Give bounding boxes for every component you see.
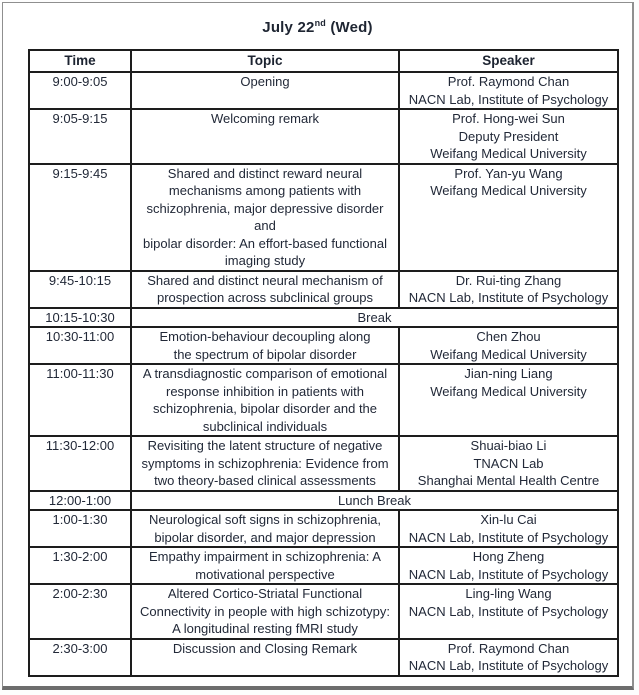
time-cell: 1:30-2:00	[28, 546, 132, 585]
topic-cell: Empathy impairment in schizophrenia: A m…	[130, 546, 400, 585]
speaker-cell: Ling-ling Wang NACN Lab, Institute of Ps…	[398, 583, 619, 640]
table-row: 1:00-1:30 Neurological soft signs in sch…	[28, 509, 619, 548]
topic-cell: Neurological soft signs in schizophrenia…	[130, 509, 400, 548]
time-cell: 11:30-12:00	[28, 435, 132, 492]
time-cell: 9:15-9:45	[28, 162, 132, 272]
schedule-table: Time Topic Speaker 9:00-9:05 Opening Pro…	[28, 49, 619, 677]
speaker-cell: Hong Zheng NACN Lab, Institute of Psycho…	[398, 546, 619, 585]
time-cell: 11:00-11:30	[28, 363, 132, 437]
table-row: 11:00-11:30 A transdiagnostic comparison…	[28, 363, 619, 437]
break-cell: Break	[130, 306, 619, 328]
break-row: 12:00-1:00 Lunch Break	[28, 489, 619, 511]
topic-cell: Shared and distinct neural mechanism of …	[130, 269, 400, 309]
time-cell: 9:45-10:15	[28, 269, 132, 309]
table-row: 9:45-10:15 Shared and distinct neural me…	[28, 269, 619, 309]
table-row: 1:30-2:00 Empathy impairment in schizoph…	[28, 546, 619, 585]
topic-cell: Shared and distinct reward neural mechan…	[130, 162, 400, 272]
time-cell: 12:00-1:00	[28, 489, 132, 511]
header-speaker: Speaker	[398, 49, 619, 73]
time-cell: 1:00-1:30	[28, 509, 132, 548]
time-cell: 10:15-10:30	[28, 306, 132, 328]
topic-cell: Opening	[130, 71, 400, 110]
table-row: 2:00-2:30 Altered Cortico-Striatal Funct…	[28, 583, 619, 640]
topic-cell: Altered Cortico-Striatal Functional Conn…	[130, 583, 400, 640]
topic-cell: A transdiagnostic comparison of emotiona…	[130, 363, 400, 437]
speaker-cell: Prof. Yan-yu Wang Weifang Medical Univer…	[398, 162, 619, 272]
title-ordinal-superscript: nd	[314, 18, 326, 28]
time-cell: 2:30-3:00	[28, 637, 132, 677]
header-topic: Topic	[130, 49, 400, 73]
speaker-cell: Dr. Rui-ting Zhang NACN Lab, Institute o…	[398, 269, 619, 309]
table-row: 11:30-12:00 Revisiting the latent struct…	[28, 435, 619, 492]
table-row: 9:15-9:45 Shared and distinct reward neu…	[28, 162, 619, 272]
speaker-cell: Prof. Raymond Chan NACN Lab, Institute o…	[398, 637, 619, 677]
header-time: Time	[28, 49, 132, 73]
topic-cell: Revisiting the latent structure of negat…	[130, 435, 400, 492]
speaker-cell: Xin-lu Cai NACN Lab, Institute of Psycho…	[398, 509, 619, 548]
table-row: 2:30-3:00 Discussion and Closing Remark …	[28, 637, 619, 677]
table-row: 10:30-11:00 Emotion-behaviour decoupling…	[28, 326, 619, 365]
time-cell: 9:05-9:15	[28, 108, 132, 165]
speaker-cell: Prof. Raymond Chan NACN Lab, Institute o…	[398, 71, 619, 110]
time-cell: 10:30-11:00	[28, 326, 132, 365]
header-row: Time Topic Speaker	[28, 49, 619, 73]
title-date: July 22	[262, 19, 315, 36]
speaker-cell: Shuai-biao Li TNACN Lab Shanghai Mental …	[398, 435, 619, 492]
speaker-cell: Chen Zhou Weifang Medical University	[398, 326, 619, 365]
table-row: 9:05-9:15 Welcoming remark Prof. Hong-we…	[28, 108, 619, 165]
break-cell: Lunch Break	[130, 489, 619, 511]
topic-cell: Welcoming remark	[130, 108, 400, 165]
topic-cell: Emotion-behaviour decoupling along the s…	[130, 326, 400, 365]
speaker-cell: Jian-ning Liang Weifang Medical Universi…	[398, 363, 619, 437]
page-title: July 22nd (Wed)	[3, 18, 632, 37]
table-row: 9:00-9:05 Opening Prof. Raymond Chan NAC…	[28, 71, 619, 110]
document-page: July 22nd (Wed) Time Topic Speaker 9:00-…	[2, 2, 634, 690]
time-cell: 2:00-2:30	[28, 583, 132, 640]
break-row: 10:15-10:30 Break	[28, 306, 619, 328]
topic-cell: Discussion and Closing Remark	[130, 637, 400, 677]
time-cell: 9:00-9:05	[28, 71, 132, 110]
title-weekday: (Wed)	[325, 19, 373, 36]
speaker-cell: Prof. Hong-wei Sun Deputy President Weif…	[398, 108, 619, 165]
